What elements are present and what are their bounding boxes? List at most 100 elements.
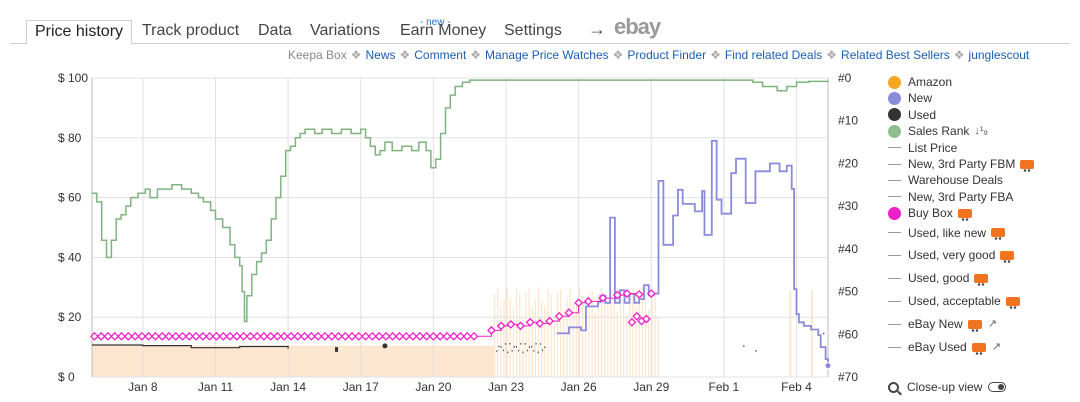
y-tick-label-right: #50	[838, 285, 858, 299]
series-point-buy-box	[612, 290, 622, 300]
y-tick-label-left: $ 60	[58, 191, 82, 205]
amazon-price-bar	[503, 300, 505, 377]
series-point-buy-box	[525, 317, 535, 327]
y-tick-label-left: $ 40	[58, 250, 82, 264]
series-point-buy-box	[327, 331, 337, 341]
series-point-used	[509, 342, 511, 345]
x-tick-label: Jan 23	[488, 380, 524, 394]
tab-variations[interactable]: Variations	[310, 22, 380, 39]
legend-label: Used, like new	[908, 225, 987, 240]
series-point-used	[498, 345, 500, 348]
series-point-buy-box	[340, 331, 350, 341]
tab-data[interactable]: Data	[258, 22, 292, 39]
link-news[interactable]: News	[365, 48, 396, 62]
legend-item-used-like-new[interactable]: Used, like new	[888, 222, 1034, 245]
toggle-icon[interactable]	[988, 382, 1007, 392]
legend-label: eBay New	[908, 317, 963, 332]
legend-item-used-very-good[interactable]: Used, very good	[888, 244, 1034, 267]
link-manage-price-watches[interactable]: Manage Price Watches	[485, 48, 609, 62]
series-point-buy-box	[273, 331, 282, 341]
amazon-price-bar	[506, 287, 508, 377]
series-point-buy-box	[293, 331, 303, 341]
separator-icon: ❖	[470, 48, 482, 62]
x-tick-label: Jan 17	[343, 380, 379, 394]
tab-track-product[interactable]: Track product	[142, 22, 240, 39]
legend-item-ebay-new[interactable]: eBay New ↗	[888, 313, 1034, 336]
legend-item-used-good[interactable]: Used, good	[888, 267, 1034, 290]
amazon-price-bar	[537, 287, 540, 377]
link-find-related-deals[interactable]: Find related Deals	[724, 48, 823, 62]
link-keepa-box[interactable]: Keepa Box	[288, 48, 347, 62]
legend-item-new-3rd-party-fbm[interactable]: New, 3rd Party FBM	[888, 156, 1035, 172]
legend-item-used[interactable]: Used	[888, 107, 1034, 123]
amazon-price-bar	[811, 290, 814, 377]
legend-item-buy-box[interactable]: Buy Box	[888, 205, 1034, 221]
tab-ebay[interactable]: ebay	[614, 14, 661, 39]
amazon-price-bar	[585, 313, 587, 377]
series-point-used	[531, 345, 533, 348]
series-point-buy-box	[456, 331, 465, 341]
link-product-finder[interactable]: Product Finder	[627, 48, 707, 62]
x-tick-label: Jan 14	[270, 380, 306, 394]
y-tick-label-right: #60	[838, 327, 858, 341]
series-point-buy-box	[130, 331, 140, 341]
amazon-price-bar	[569, 287, 571, 377]
legend-item-new-3rd-party-fba[interactable]: New, 3rd Party FBA	[888, 189, 1034, 205]
series-point-buy-box	[408, 331, 418, 341]
series-point-buy-box	[90, 331, 99, 341]
series-point-buy-box	[469, 331, 479, 341]
link-junglescout[interactable]: junglescout	[968, 48, 1030, 62]
tab-bar: Price history Track product Data Variati…	[10, 14, 1070, 45]
link-related-best-sellers[interactable]: Related Best Sellers	[841, 48, 950, 62]
tab-settings[interactable]: Settings	[504, 22, 562, 39]
legend-dot-icon	[888, 124, 901, 138]
series-point-buy-box	[313, 331, 323, 341]
tab-earn-money[interactable]: - new - Earn Money	[392, 17, 494, 44]
legend-item-new[interactable]: New	[888, 90, 1034, 106]
amazon-price-bar	[597, 295, 600, 377]
series-point-buy-box	[144, 331, 154, 341]
sort-icon[interactable]: ↓¹₉	[974, 125, 988, 138]
series-point-buy-box	[117, 331, 126, 341]
series-point-buy-box	[428, 331, 438, 341]
series-point-buy-box	[632, 311, 642, 321]
series-point-buy-box	[535, 319, 545, 328]
series-point-buy-box	[306, 331, 316, 341]
amazon-price-bar	[610, 287, 612, 377]
legend-item-amazon[interactable]: Amazon	[888, 74, 1034, 90]
truck-icon	[1000, 251, 1015, 264]
legend-item-list-price[interactable]: List Price	[888, 140, 1034, 156]
external-link-icon[interactable]: ↗	[991, 340, 1001, 353]
series-point-buy-box	[198, 331, 208, 341]
amazon-price-bar	[641, 287, 644, 377]
tab-price-history[interactable]: Price history	[26, 20, 133, 45]
legend-line-icon	[888, 278, 901, 280]
legend-item-warehouse-deals[interactable]: Warehouse Deals	[888, 172, 1034, 188]
amazon-price-bar	[789, 290, 792, 377]
separator-icon: ❖	[710, 48, 721, 62]
series-point-buy-box	[506, 319, 516, 329]
amazon-price-bar	[600, 287, 603, 377]
series-point-buy-box	[401, 331, 411, 341]
series-point-buy-box	[564, 308, 574, 318]
series-point-used	[537, 351, 539, 354]
amazon-price-bar	[654, 292, 656, 377]
search-icon	[888, 381, 899, 393]
price-history-chart[interactable]: $ 0 $ 20 $ 40 $ 60 $ 80 $ 100 #0 #10 #20 #30 #40 #5…	[0, 66, 880, 396]
legend-item-ebay-used[interactable]: eBay Used ↗	[888, 336, 1034, 359]
separator-icon: ❖	[399, 48, 411, 62]
truck-icon	[1005, 297, 1020, 310]
legend-item-sales-rank[interactable]: Sales Rank ↓¹₉	[888, 123, 1034, 139]
series-point-buy-box	[627, 317, 637, 327]
amazon-price-bar	[578, 287, 581, 377]
amazon-price-bar	[525, 292, 527, 377]
series-point-buy-box	[367, 331, 377, 341]
external-link-icon[interactable]: ↗	[987, 318, 997, 331]
truck-icon	[971, 342, 986, 355]
legend-item-used-acceptable[interactable]: Used, acceptable	[888, 290, 1034, 313]
closeup-view-toggle[interactable]: Close-up view	[888, 380, 1007, 394]
series-point-buy-box	[96, 331, 106, 341]
amazon-price-bar	[626, 314, 628, 377]
amazon-price-bar	[572, 302, 574, 377]
link-comment[interactable]: Comment	[414, 48, 467, 62]
